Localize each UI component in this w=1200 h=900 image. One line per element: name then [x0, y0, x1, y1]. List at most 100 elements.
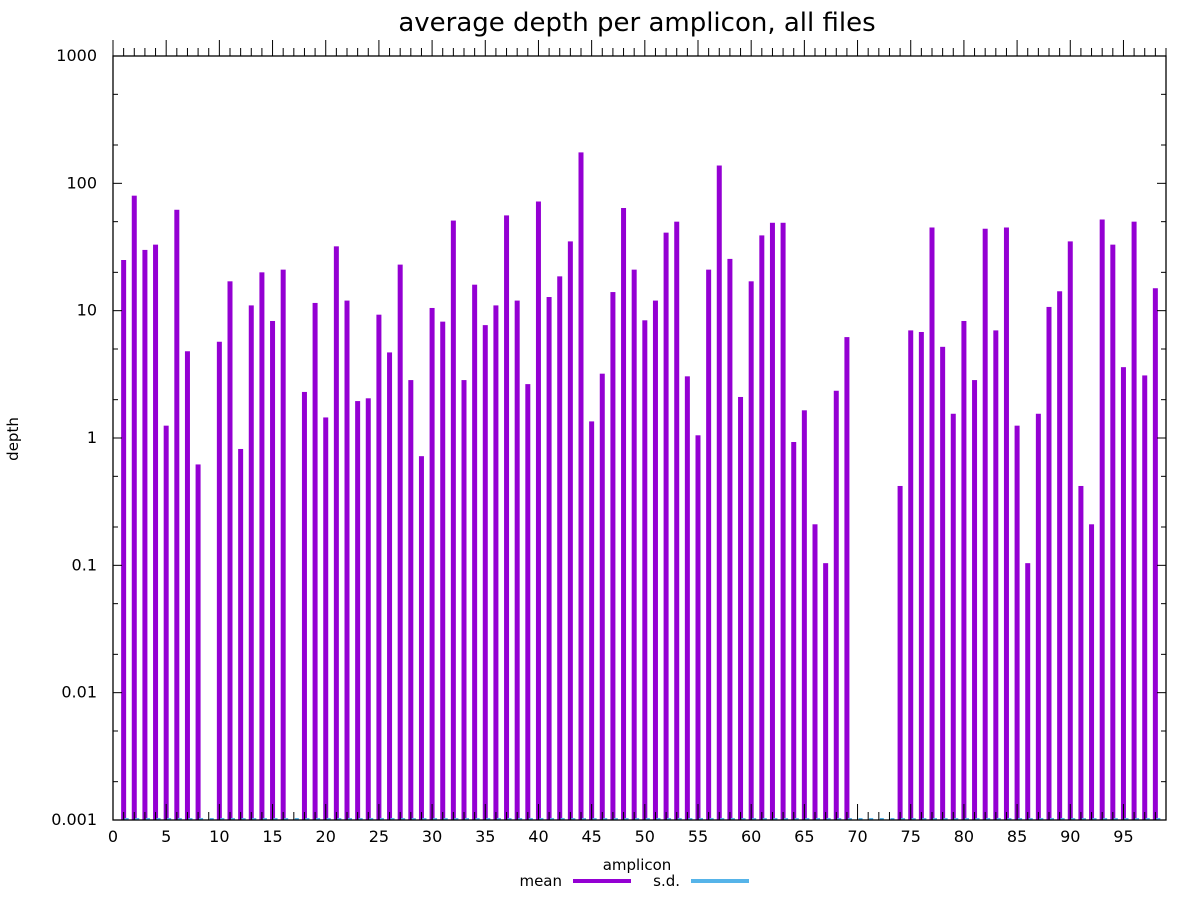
- bar-mean: [493, 305, 499, 820]
- bar-sd: [411, 818, 416, 820]
- bar-mean: [929, 227, 935, 821]
- bar-sd: [433, 818, 438, 820]
- bar-mean: [525, 384, 531, 820]
- bar-sd: [507, 818, 512, 820]
- bar-mean: [610, 292, 616, 820]
- bar-mean: [259, 272, 265, 821]
- x-tick-label: 85: [1007, 827, 1027, 846]
- bar-mean: [1152, 288, 1158, 820]
- bar-mean: [812, 524, 818, 820]
- bar-sd: [167, 818, 172, 820]
- x-tick-label: 95: [1113, 827, 1133, 846]
- bar-sd: [933, 818, 937, 820]
- bar-sd: [667, 818, 672, 820]
- bar-sd: [220, 818, 225, 820]
- bars-group: [121, 152, 1161, 821]
- bar-sd: [858, 818, 863, 820]
- bar-sd: [911, 818, 916, 820]
- bar-sd: [528, 818, 533, 820]
- bar-sd: [156, 818, 161, 820]
- bar-mean: [1014, 425, 1020, 820]
- x-tick-label: 5: [161, 827, 171, 846]
- x-tick-label: 50: [635, 827, 655, 846]
- bar-sd: [901, 818, 906, 820]
- bar-mean: [961, 320, 967, 820]
- bar-sd: [1018, 818, 1023, 820]
- bar-sd: [720, 818, 725, 820]
- bar-sd: [816, 818, 820, 820]
- bar-mean: [908, 330, 914, 820]
- bar-sd: [252, 818, 257, 820]
- bar-mean: [1025, 563, 1031, 820]
- bar-sd: [1145, 818, 1150, 820]
- bar-mean: [695, 435, 701, 820]
- bar-sd: [199, 818, 204, 820]
- bar-mean: [769, 222, 775, 820]
- bar-sd: [890, 818, 895, 820]
- bar-mean: [301, 391, 307, 820]
- bar-mean: [312, 302, 318, 820]
- bar-mean: [174, 209, 180, 820]
- bar-sd: [1028, 818, 1033, 820]
- bar-mean: [333, 246, 339, 821]
- bar-sd: [454, 818, 459, 820]
- x-tick-label: 80: [954, 827, 974, 846]
- bar-sd: [837, 818, 842, 820]
- bar-sd: [475, 818, 480, 820]
- bar-mean: [397, 264, 403, 820]
- y-tick-label: 10: [77, 301, 97, 320]
- bar-mean: [982, 228, 988, 821]
- bar-mean: [748, 281, 754, 820]
- x-tick-label: 45: [581, 827, 601, 846]
- bar-mean: [631, 269, 637, 820]
- y-tick-label: 100: [66, 173, 97, 192]
- bar-mean: [142, 249, 148, 820]
- bar-sd: [379, 818, 384, 820]
- bar-mean: [248, 305, 254, 820]
- bar-mean: [1003, 227, 1009, 821]
- bar-sd: [496, 818, 501, 820]
- bar-mean: [1120, 367, 1126, 820]
- bar-sd: [1156, 818, 1161, 820]
- bar-sd: [730, 818, 735, 820]
- bar-sd: [603, 818, 608, 820]
- bar-mean: [365, 398, 371, 820]
- legend-sd-label: s.d.: [653, 872, 680, 890]
- bar-sd: [486, 818, 491, 820]
- bar-sd: [975, 818, 980, 820]
- bar-sd: [635, 818, 640, 820]
- bar-sd: [465, 818, 469, 820]
- bar-mean: [801, 410, 807, 820]
- chart-title: average depth per amplicon, all files: [398, 8, 875, 38]
- bar-mean: [355, 401, 361, 820]
- bar-sd: [645, 818, 650, 820]
- y-tick-label: 0.001: [51, 810, 97, 829]
- bar-sd: [1135, 818, 1140, 820]
- bar-sd: [209, 818, 214, 820]
- bar-sd: [826, 818, 831, 820]
- bar-mean: [227, 281, 233, 820]
- bar-mean: [418, 456, 424, 820]
- x-tick-label: 15: [262, 827, 282, 846]
- bar-mean: [780, 222, 786, 820]
- bar-mean: [557, 276, 563, 821]
- bar-mean: [1046, 306, 1052, 820]
- bar-sd: [124, 818, 129, 820]
- bar-sd: [613, 818, 618, 820]
- bar-sd: [922, 818, 927, 820]
- y-axis-label: depth: [4, 417, 22, 461]
- x-tick-label: 10: [209, 827, 229, 846]
- bar-mean: [1131, 221, 1137, 820]
- bar-mean: [674, 221, 680, 820]
- bar-sd: [582, 818, 586, 820]
- bar-sd: [401, 818, 406, 820]
- bar-sd: [1060, 818, 1065, 820]
- bar-mean: [450, 220, 456, 820]
- legend: mean s.d.: [519, 872, 749, 890]
- bar-sd: [422, 818, 427, 820]
- bar-sd: [348, 818, 352, 820]
- bar-mean: [440, 321, 446, 820]
- y-tick-label: 0.01: [61, 683, 97, 702]
- bar-sd: [358, 818, 363, 820]
